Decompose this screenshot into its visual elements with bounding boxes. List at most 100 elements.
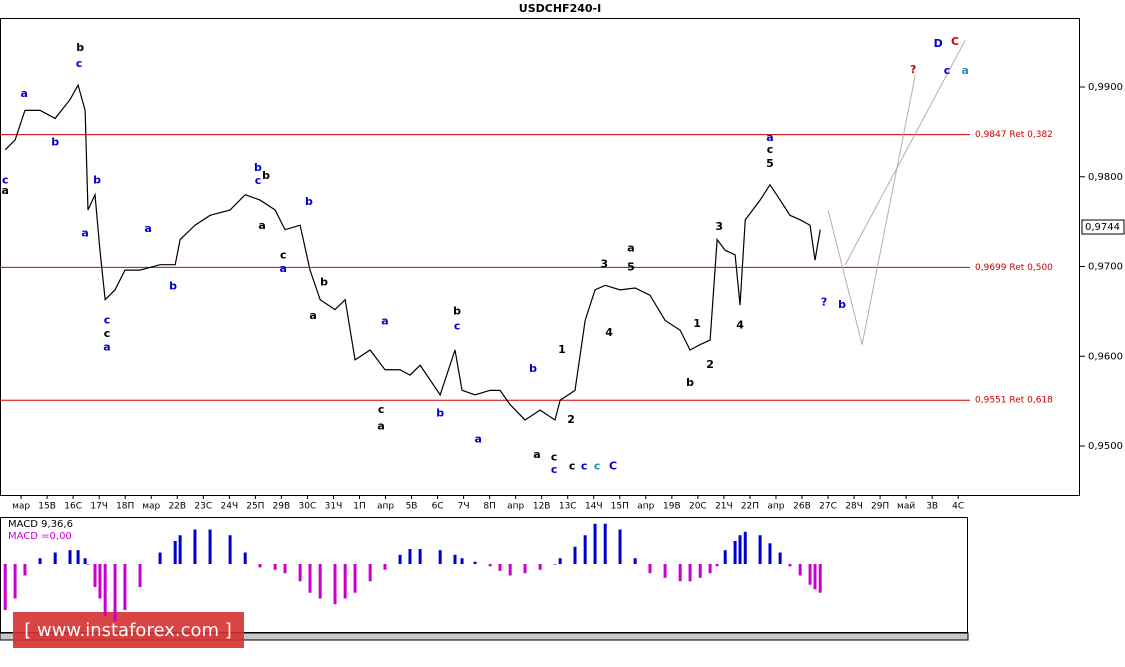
macd-bar (258, 564, 262, 568)
wave-label: a (279, 262, 286, 275)
macd-bar (398, 554, 402, 564)
x-tick-label: 7Ч (458, 502, 470, 512)
x-tick-label: 4С (952, 502, 964, 512)
macd-bar (538, 564, 542, 570)
last-price-label: 0,9744 (1085, 222, 1120, 233)
macd-bar (453, 554, 457, 564)
macd-bar (298, 564, 302, 582)
x-tick-label: 6С (432, 502, 444, 512)
macd-bar (733, 541, 737, 564)
x-tick-label: 14Ч (585, 502, 603, 512)
macd-bar (460, 558, 464, 564)
x-tick-label: мар (142, 502, 160, 512)
x-tick-label: 12В (533, 502, 551, 512)
macd-bar (678, 564, 682, 582)
wave-label: a (20, 87, 27, 100)
macd-bar (23, 564, 27, 576)
macd-bar (158, 552, 162, 564)
x-tick-label: 22В (168, 502, 186, 512)
wave-label: b (529, 362, 537, 375)
macd-bar (593, 523, 597, 564)
wave-label: c (594, 460, 601, 473)
wave-label: ? (910, 63, 916, 76)
macd-bar (113, 564, 117, 622)
x-tick-label: апр (507, 502, 524, 512)
x-tick-label: 15В (38, 502, 56, 512)
macd-bar (778, 552, 782, 564)
wave-label: 2 (706, 358, 714, 371)
wave-label: c (551, 451, 558, 464)
wave-label: b (254, 161, 262, 174)
x-tick-label: апр (377, 502, 394, 512)
price-pane (0, 18, 1080, 496)
x-tick-label: 17Ч (90, 502, 108, 512)
wave-label: c (454, 320, 461, 333)
y-tick-label: 0,9900 (1088, 82, 1123, 93)
x-tick-label: 21Ч (715, 502, 733, 512)
wave-label: a (377, 419, 384, 432)
x-tick-label: апр (637, 502, 654, 512)
wave-label: 4 (605, 326, 613, 339)
macd-bar (743, 531, 747, 564)
wave-label: C (609, 460, 617, 473)
wave-label: a (474, 433, 481, 446)
macd-bar (178, 535, 182, 564)
wave-label: c (767, 143, 774, 156)
y-tick-label: 0,9800 (1088, 172, 1123, 183)
wave-label: 3 (600, 258, 608, 271)
macd-bar (383, 564, 387, 570)
wave-label: 5 (766, 157, 774, 170)
wave-label: c (255, 174, 262, 187)
macd-bar (648, 564, 652, 574)
wave-label: c (569, 460, 576, 473)
wave-label: 2 (567, 413, 575, 426)
watermark-box (13, 612, 244, 648)
wave-label: a (81, 226, 88, 239)
wave-label: ? (821, 295, 827, 308)
level-label: 0,9551 Ret 0,618 (975, 396, 1053, 406)
macd-bar (38, 558, 42, 564)
wave-label: b (320, 276, 328, 289)
macd-bar (318, 564, 322, 599)
macd-bar (633, 558, 637, 564)
macd-bar (473, 561, 477, 564)
wave-label: b (436, 407, 444, 420)
macd-bar (123, 564, 127, 610)
macd-bar (283, 564, 287, 574)
watermark: [ www.instaforex.com ] (24, 620, 232, 641)
macd-bar (273, 564, 277, 570)
x-tick-label: 18П (116, 502, 134, 512)
forecast-line (844, 40, 966, 265)
wave-label: b (262, 169, 270, 182)
wave-label: a (309, 309, 316, 322)
wave-label: 4 (736, 319, 744, 332)
macd-bar (3, 564, 7, 610)
macd-bar (418, 549, 422, 564)
macd-title: MACD 9,36,6 (8, 519, 73, 530)
x-tick-label: 30С (299, 502, 317, 512)
macd-value: MACD =0,00 (8, 531, 72, 542)
price-line (4, 83, 821, 421)
wave-label: b (305, 195, 313, 208)
macd-bar (368, 564, 372, 582)
wave-label: b (76, 41, 84, 54)
macd-bar (758, 535, 762, 564)
last-price-box (1081, 219, 1125, 235)
x-tick-label: май (897, 502, 915, 512)
x-tick-label: 20С (689, 502, 707, 512)
wave-label: c (581, 460, 588, 473)
macd-bar (553, 564, 557, 565)
wave-label: 5 (627, 260, 635, 273)
macd-bar (343, 564, 347, 599)
macd-bar (798, 564, 802, 576)
wave-label: b (838, 298, 846, 311)
macd-bar (558, 558, 562, 564)
x-tick-label: 19В (663, 502, 681, 512)
macd-bar (68, 550, 72, 564)
x-tick-label: апр (767, 502, 784, 512)
macd-bar (83, 558, 87, 564)
forecast-line (827, 75, 916, 345)
wave-label: b (93, 173, 101, 186)
macd-bar (708, 564, 712, 574)
